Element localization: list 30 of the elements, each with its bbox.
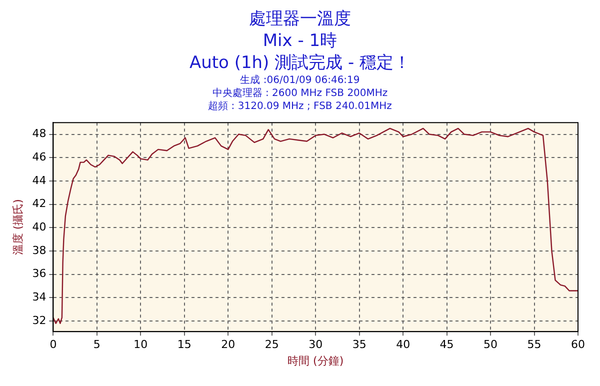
x-tick-label: 10 <box>134 338 148 352</box>
y-tick-label: 34 <box>32 290 46 304</box>
y-tick-label: 48 <box>32 127 46 140</box>
chart-subtitle: Mix - 1時 <box>262 30 338 52</box>
y-tick-label: 42 <box>32 197 46 210</box>
x-tick-label: 40 <box>396 338 410 352</box>
text: 超頻 : 3120.09 MHz ; FSB 240.01MHz <box>207 100 393 113</box>
x-tick-label: 25 <box>264 338 279 352</box>
text: 中央處理器 : 2600 MHz FSB 200MHz <box>211 87 389 100</box>
x-axis-title: 時間 (分鐘) <box>288 354 344 368</box>
x-tick-label: 15 <box>177 338 192 352</box>
x-tick-label: 0 <box>50 338 57 352</box>
text: Auto (1h) 測試完成 - 穩定！ <box>188 52 412 74</box>
y-axis-title: 溫度 (攝氏) <box>11 199 24 256</box>
x-tick-label: 55 <box>527 338 542 352</box>
y-tick-label: 44 <box>32 174 46 187</box>
x-tick-label: 60 <box>571 338 585 352</box>
x-tick-label: 30 <box>308 338 323 352</box>
x-tick-label: 20 <box>221 338 236 352</box>
y-tick-label: 32 <box>32 314 46 327</box>
x-tick-label: 5 <box>93 338 100 352</box>
x-tick-label: 50 <box>484 338 498 352</box>
y-tick-label: 40 <box>32 220 46 234</box>
x-tick-label: 35 <box>352 338 366 352</box>
chart-title: 處理器一溫度 <box>248 8 352 30</box>
y-tick-label: 38 <box>32 244 46 257</box>
text: 生成 :06/01/09 06:46:19 <box>239 74 361 87</box>
y-tick-label: 36 <box>32 267 46 280</box>
y-tick-label: 46 <box>32 150 46 164</box>
x-tick-label: 45 <box>440 338 454 352</box>
